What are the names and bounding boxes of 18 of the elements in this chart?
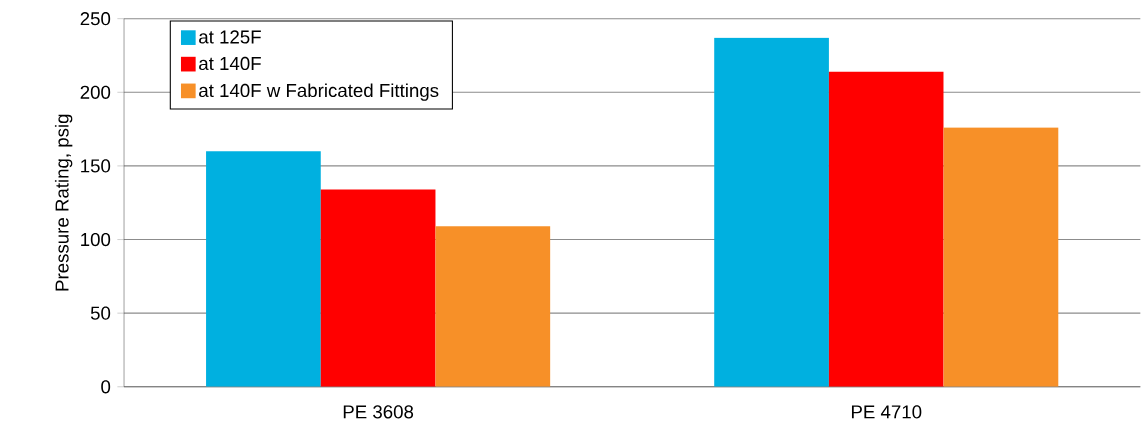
bar xyxy=(320,189,436,387)
bar xyxy=(943,127,1059,387)
legend-label: at 140F xyxy=(199,56,261,70)
x-tick-label: PE 4710 xyxy=(851,405,922,419)
bar xyxy=(206,150,321,387)
bar xyxy=(828,71,944,387)
legend-label: at 140F w Fabricated Fittings xyxy=(199,83,439,101)
bar xyxy=(435,226,551,387)
y-tick-label: 150 xyxy=(81,159,111,173)
legend-label: at 125F xyxy=(199,30,261,44)
y-tick-label: 200 xyxy=(80,85,111,99)
x-tick-label: PE 3608 xyxy=(343,405,414,419)
y-tick-label: 250 xyxy=(80,11,111,26)
y-tick-label: 100 xyxy=(81,232,111,246)
bar xyxy=(714,37,829,387)
y-tick-label: 0 xyxy=(101,379,111,394)
y-axis-title: Pressure Rating, psig xyxy=(54,114,73,291)
y-tick-label: 50 xyxy=(90,306,111,320)
